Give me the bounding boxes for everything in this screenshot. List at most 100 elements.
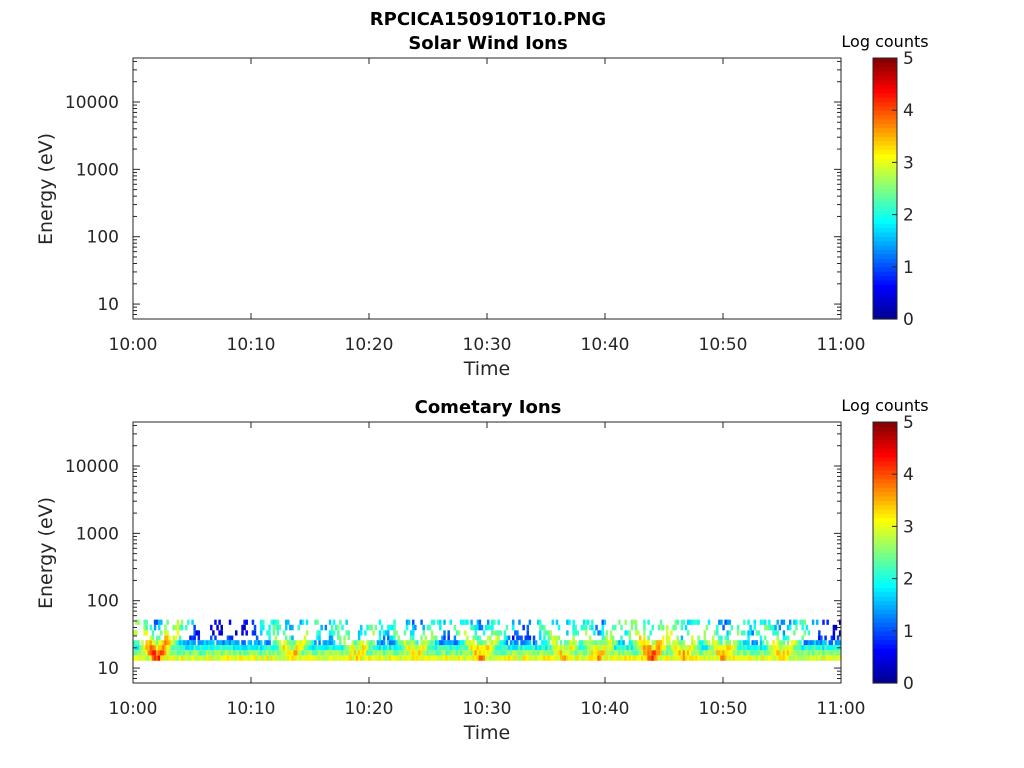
cometary-heat-cell: [682, 655, 686, 661]
cometary-heat-cell: [372, 655, 375, 661]
cometary-heat-cell: [139, 645, 142, 651]
cometary-heat-cell: [426, 645, 430, 651]
cometary-heat-cell: [691, 655, 694, 661]
cometary-heat-cell: [520, 655, 523, 661]
cometary-heat-cell: [820, 635, 823, 641]
cometary-heat-cell: [741, 640, 744, 646]
cometary-heat-cell: [482, 645, 486, 651]
cometary-heat-cell: [718, 640, 721, 646]
cometary-heat-cell: [645, 650, 648, 656]
cometary-heat-cell: [318, 650, 321, 656]
cometary-heat-cell: [147, 650, 151, 656]
cometary-heat-cell: [353, 650, 357, 656]
cometary-heat-cell: [532, 650, 536, 656]
cometary-heat-cell: [337, 645, 340, 651]
cometary-heat-cell: [241, 655, 244, 661]
cometary-heat-cell: [822, 655, 825, 661]
cometary-heat-cell: [226, 650, 230, 656]
cometary-heat-cell: [478, 650, 482, 656]
cometary-colorbar-tick-label: 3: [903, 517, 914, 537]
cometary-heat-cell: [726, 630, 729, 636]
cometary-heat-cell: [472, 635, 475, 641]
cometary-heat-cell: [716, 624, 719, 631]
cometary-xtick-label: 10:30: [463, 699, 512, 719]
cometary-heat-cell: [605, 645, 609, 651]
cometary-heat-cell: [709, 645, 713, 651]
cometary-heat-cell: [228, 650, 232, 656]
cometary-heat-cell: [832, 645, 836, 651]
cometary-heat-cell: [141, 650, 144, 656]
cometary-heat-cell: [212, 650, 215, 656]
cometary-heat-cell: [501, 650, 505, 656]
cometary-heat-cell: [680, 650, 684, 656]
cometary-heat-cell: [137, 650, 140, 656]
cometary-heat-cell: [470, 645, 473, 651]
cometary-heat-cell: [793, 619, 796, 625]
cometary-heat-cell: [314, 655, 317, 661]
cometary-heat-cell: [328, 619, 332, 625]
cometary-heat-cell: [462, 655, 465, 661]
cometary-heat-cell: [310, 655, 313, 661]
cometary-heat-cell: [245, 655, 248, 661]
cometary-heat-cell: [424, 650, 428, 656]
cometary-heat-cell: [282, 630, 286, 636]
solar-wind-colorbar-segment: [873, 288, 897, 294]
cometary-heat-cell: [437, 650, 440, 656]
cometary-colorbar-segment: [873, 604, 897, 610]
cometary-heat-cell: [226, 655, 230, 661]
cometary-heat-cell: [630, 645, 634, 651]
cometary-heat-cell: [659, 624, 663, 631]
cometary-heat-cell: [276, 624, 280, 631]
cometary-heat-cell: [609, 650, 613, 656]
cometary-heat-cell: [776, 645, 779, 651]
cometary-heat-cell: [295, 640, 298, 646]
cometary-heat-cell: [778, 624, 782, 631]
cometary-heat-cell: [187, 655, 190, 661]
cometary-heat-cell: [270, 645, 273, 651]
cometary-heat-cell: [443, 655, 446, 661]
cometary-heat-cell: [834, 650, 838, 656]
cometary-heat-cell: [668, 645, 671, 651]
cometary-heat-cell: [607, 650, 611, 656]
cometary-heat-cell: [586, 640, 590, 646]
solar-wind-colorbar-segment: [873, 205, 897, 211]
cometary-heat-cell: [495, 640, 498, 646]
cometary-heat-cell: [449, 645, 452, 651]
cometary-heat-cell: [501, 655, 505, 661]
cometary-heat-cell: [730, 645, 734, 651]
cometary-heat-cell: [826, 650, 829, 656]
cometary-heat-cell: [272, 655, 275, 661]
cometary-heat-cell: [782, 655, 786, 661]
cometary-heat-cell: [774, 655, 777, 661]
cometary-heat-cell: [693, 619, 696, 625]
cometary-heat-cell: [191, 619, 194, 625]
cometary-heat-cell: [516, 650, 519, 656]
cometary-heat-cell: [391, 655, 394, 661]
cometary-heat-cell: [647, 655, 650, 661]
cometary-heat-cell: [716, 645, 719, 651]
cometary-heat-cell: [813, 640, 817, 646]
cometary-heat-cell: [497, 619, 500, 625]
cometary-heat-cell: [543, 624, 546, 631]
cometary-heat-cell: [643, 640, 646, 646]
cometary-heat-cell: [412, 630, 415, 636]
cometary-heat-cell: [547, 655, 550, 661]
cometary-heat-cell: [543, 635, 546, 641]
cometary-heat-cell: [220, 645, 223, 651]
cometary-heat-cell: [287, 640, 290, 646]
cometary-heat-cell: [545, 630, 548, 636]
cometary-heat-cell: [645, 645, 648, 651]
cometary-heat-cell: [445, 650, 448, 656]
cometary-colorbar-segment: [873, 448, 897, 454]
cometary-heat-cell: [697, 635, 700, 641]
cometary-heat-cell: [753, 650, 757, 656]
cometary-heat-cell: [466, 650, 469, 656]
solar-wind-colorbar-tick-label: 5: [903, 49, 914, 69]
cometary-heat-cell: [713, 650, 717, 656]
cometary-heat-cell: [216, 650, 219, 656]
cometary-heat-cell: [232, 640, 236, 646]
cometary-heat-cell: [266, 645, 269, 651]
cometary-heat-cell: [526, 655, 530, 661]
cometary-heat-cell: [216, 624, 219, 631]
cometary-heat-cell: [505, 635, 509, 641]
